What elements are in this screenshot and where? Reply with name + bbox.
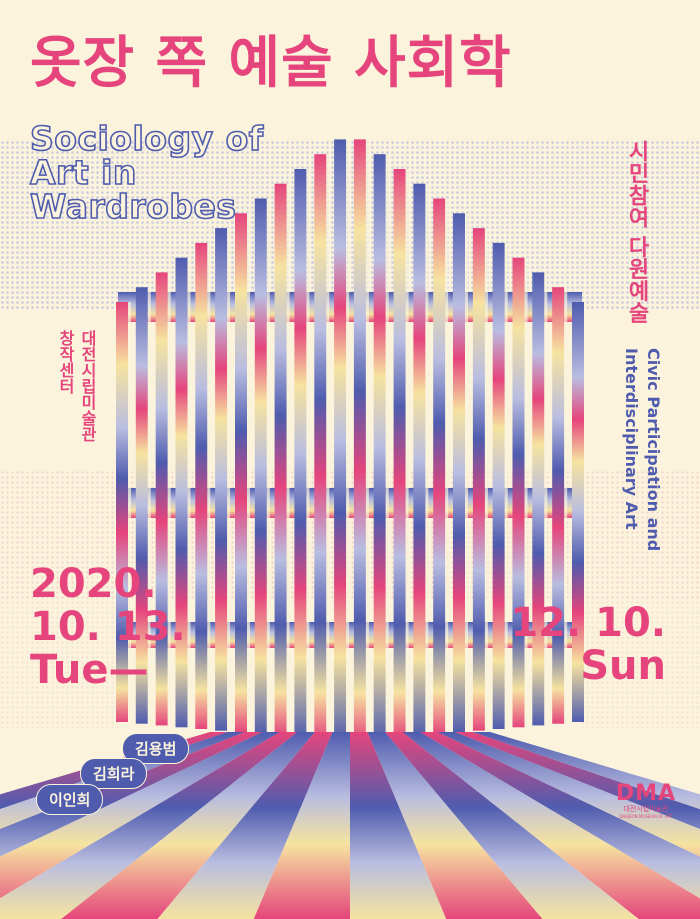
bar-highlight (544, 272, 548, 726)
vertical-bar (155, 272, 168, 726)
vertical-bar (274, 183, 287, 736)
logo-mark: DMA (615, 781, 677, 806)
vertical-bar (135, 287, 148, 724)
date-end: 12. 10. Sun (510, 602, 666, 688)
vertical-bar (492, 242, 505, 729)
date-end-line: Sun (580, 643, 666, 689)
title-english-line: Art in (29, 153, 137, 192)
vertical-bar (572, 302, 584, 722)
title-english-line: Wardrobes (29, 187, 237, 226)
bar-highlight (584, 302, 587, 722)
bar-highlight (425, 183, 429, 736)
bar-highlight (167, 272, 171, 726)
floor-stripe (472, 732, 700, 810)
bar-highlight (385, 154, 389, 740)
floor-stripe (402, 732, 700, 919)
bar-highlight (465, 213, 468, 733)
bar-highlight (445, 198, 449, 735)
bar-highlight (286, 183, 290, 736)
vertical-bar (195, 242, 208, 729)
bar-highlight (128, 302, 131, 722)
date-start-line: 10. 13. (30, 604, 186, 650)
bar-highlight (207, 242, 211, 729)
vertical-bar (373, 154, 386, 740)
date-end-line: 12. 10. (510, 600, 666, 646)
vertical-bar (175, 257, 188, 728)
bar-highlight (504, 242, 508, 729)
venue-line: 대전시립미술관 (78, 330, 97, 442)
vertical-bar (314, 154, 327, 740)
floor-stripe (0, 732, 298, 919)
floor-stripe (0, 732, 280, 899)
vertical-bar (393, 169, 406, 738)
vertical-bar (472, 228, 485, 731)
date-start: 2020. 10. 13. Tue— (30, 563, 186, 692)
floor-stripe (385, 732, 639, 919)
subtitle-english: Civic Participation and Interdisciplinar… (620, 348, 664, 551)
logo-name-english: DAEJEON MUSEUM OF ART (619, 814, 673, 819)
floor-stripe (367, 732, 543, 919)
title-english-line: Sociology of (29, 119, 264, 158)
bar-highlight (564, 287, 568, 724)
vertical-bar (294, 169, 307, 738)
floor-stripe (350, 732, 447, 919)
vertical-bar (215, 228, 228, 731)
vertical-bar (413, 183, 426, 736)
bar-highlight (524, 257, 528, 728)
vertical-bar (552, 287, 565, 724)
bar-highlight (484, 228, 488, 731)
vertical-bar (433, 198, 446, 735)
bar-highlight (365, 139, 369, 742)
vertical-bar (512, 257, 525, 728)
floor-stripe (157, 732, 333, 919)
subtitle-korean: 시민참여 다원예술 (624, 140, 649, 324)
vertical-bar (235, 213, 247, 733)
vertical-bar (334, 139, 347, 742)
logo-name-korean: 대전시립미술관 (623, 805, 669, 813)
floor-stripe (253, 732, 350, 919)
subtitle-english-line: Civic Participation and (644, 348, 663, 552)
vertical-bars (116, 139, 587, 742)
floor-stripe (455, 732, 700, 829)
vertical-bar (453, 213, 465, 733)
bar-highlight (306, 169, 310, 738)
floor-stripe (61, 732, 315, 919)
title-english: Sociology of Art in Wardrobes (29, 119, 350, 226)
floor-stripe (420, 732, 700, 899)
artist-badge: 이인희 (36, 784, 104, 815)
venue-line: 창작센터 (56, 330, 75, 394)
bar-highlight (266, 198, 270, 735)
bar-highlight (187, 257, 191, 728)
subtitle-english-line: Interdisciplinary Art (622, 348, 641, 530)
floor-stripe (437, 732, 700, 857)
bar-highlight (147, 287, 151, 724)
bar-highlight (326, 154, 330, 740)
date-start-line: 2020. (30, 561, 157, 607)
museum-logo: DMA 대전시립미술관 DAEJEON MUSEUM OF ART (614, 783, 678, 820)
vertical-bar (353, 139, 366, 742)
bar-highlight (346, 139, 350, 742)
vertical-bar (532, 272, 545, 726)
bar-highlight (405, 169, 409, 738)
venue: 대전시립미술관 창작센터 (54, 330, 98, 442)
artist-badge: 김희라 (80, 758, 148, 789)
vertical-bar (116, 302, 128, 722)
bar-highlight (247, 213, 250, 733)
title-korean: 옷장 쪽 예술 사회학 (30, 31, 512, 96)
bar-highlight (227, 228, 231, 731)
vertical-bar (254, 198, 267, 735)
date-start-line: Tue— (30, 647, 149, 693)
